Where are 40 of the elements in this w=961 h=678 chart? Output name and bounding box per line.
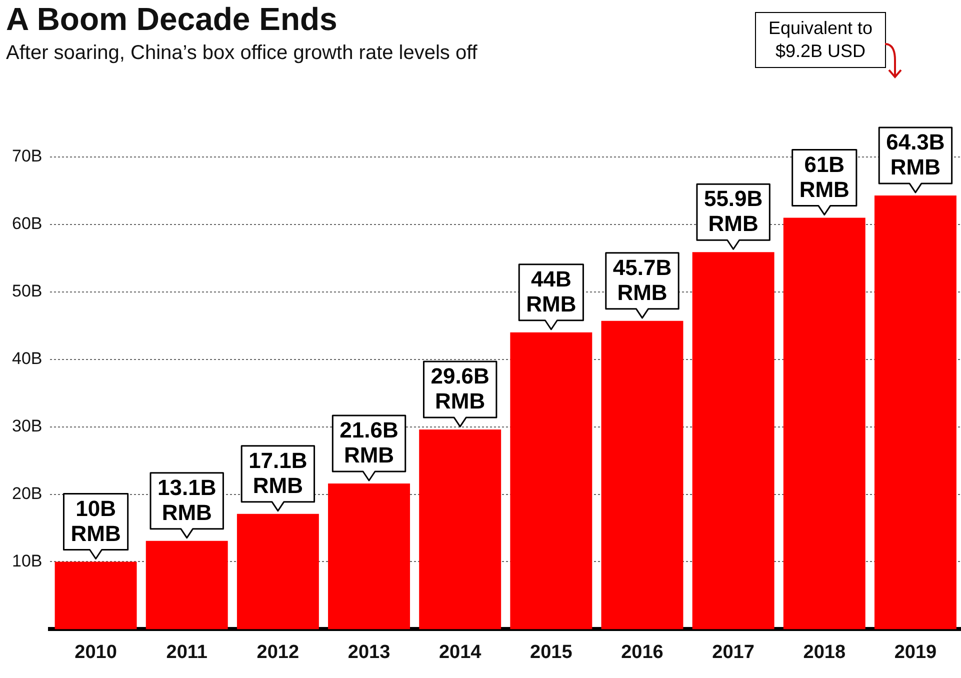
x-tick-label: 2018 <box>803 642 846 663</box>
y-tick-label: 10B <box>12 551 42 570</box>
chart-title: A Boom Decade Ends <box>6 0 338 38</box>
y-tick-label: 70B <box>12 146 42 166</box>
text: Equivalent to $9.2B USD <box>755 12 886 68</box>
x-tick-label: 2014 <box>438 642 482 663</box>
data-label: 64.3B RMB <box>886 130 945 180</box>
x-tick-label: 2012 <box>256 642 300 663</box>
x-tick-label: 2015 <box>530 642 573 663</box>
bar <box>783 218 866 630</box>
x-tick-label: 2017 <box>712 642 754 663</box>
x-tick-label: 2013 <box>348 642 390 663</box>
bar <box>328 483 410 630</box>
bar <box>601 320 684 630</box>
bar <box>510 332 592 630</box>
data-label: 17.1B RMB <box>248 448 308 498</box>
bar <box>236 514 319 630</box>
x-tick-label: 2016 <box>621 642 664 663</box>
data-label: 29.6B RMB <box>430 364 490 414</box>
bar <box>419 430 502 630</box>
y-tick-label: 50B <box>12 282 42 301</box>
chart-subtitle: After soaring, China’s box office growth rate levels off <box>6 41 478 66</box>
data-label: 55.9B RMB <box>704 186 763 236</box>
x-tick-label: 2010 <box>74 642 117 663</box>
y-tick-label: 60B <box>12 214 42 234</box>
y-tick-label: 30B <box>12 416 42 436</box>
data-label: 10B RMB <box>70 496 121 546</box>
y-tick-label: 40B <box>12 349 42 368</box>
x-tick-label: 2011 <box>166 642 208 663</box>
data-label: 45.7B RMB <box>612 254 672 305</box>
bar <box>146 540 228 630</box>
y-tick-label: 20B <box>12 484 42 503</box>
data-label: 44B RMB <box>526 266 576 316</box>
x-tick-label: 2019 <box>894 642 937 663</box>
bar <box>874 195 956 630</box>
data-label: 21.6B RMB <box>340 418 398 468</box>
bar <box>692 252 774 630</box>
data-label: 13.1B RMB <box>158 474 216 525</box>
data-label: 61B RMB <box>799 152 850 202</box>
bar <box>54 562 137 630</box>
